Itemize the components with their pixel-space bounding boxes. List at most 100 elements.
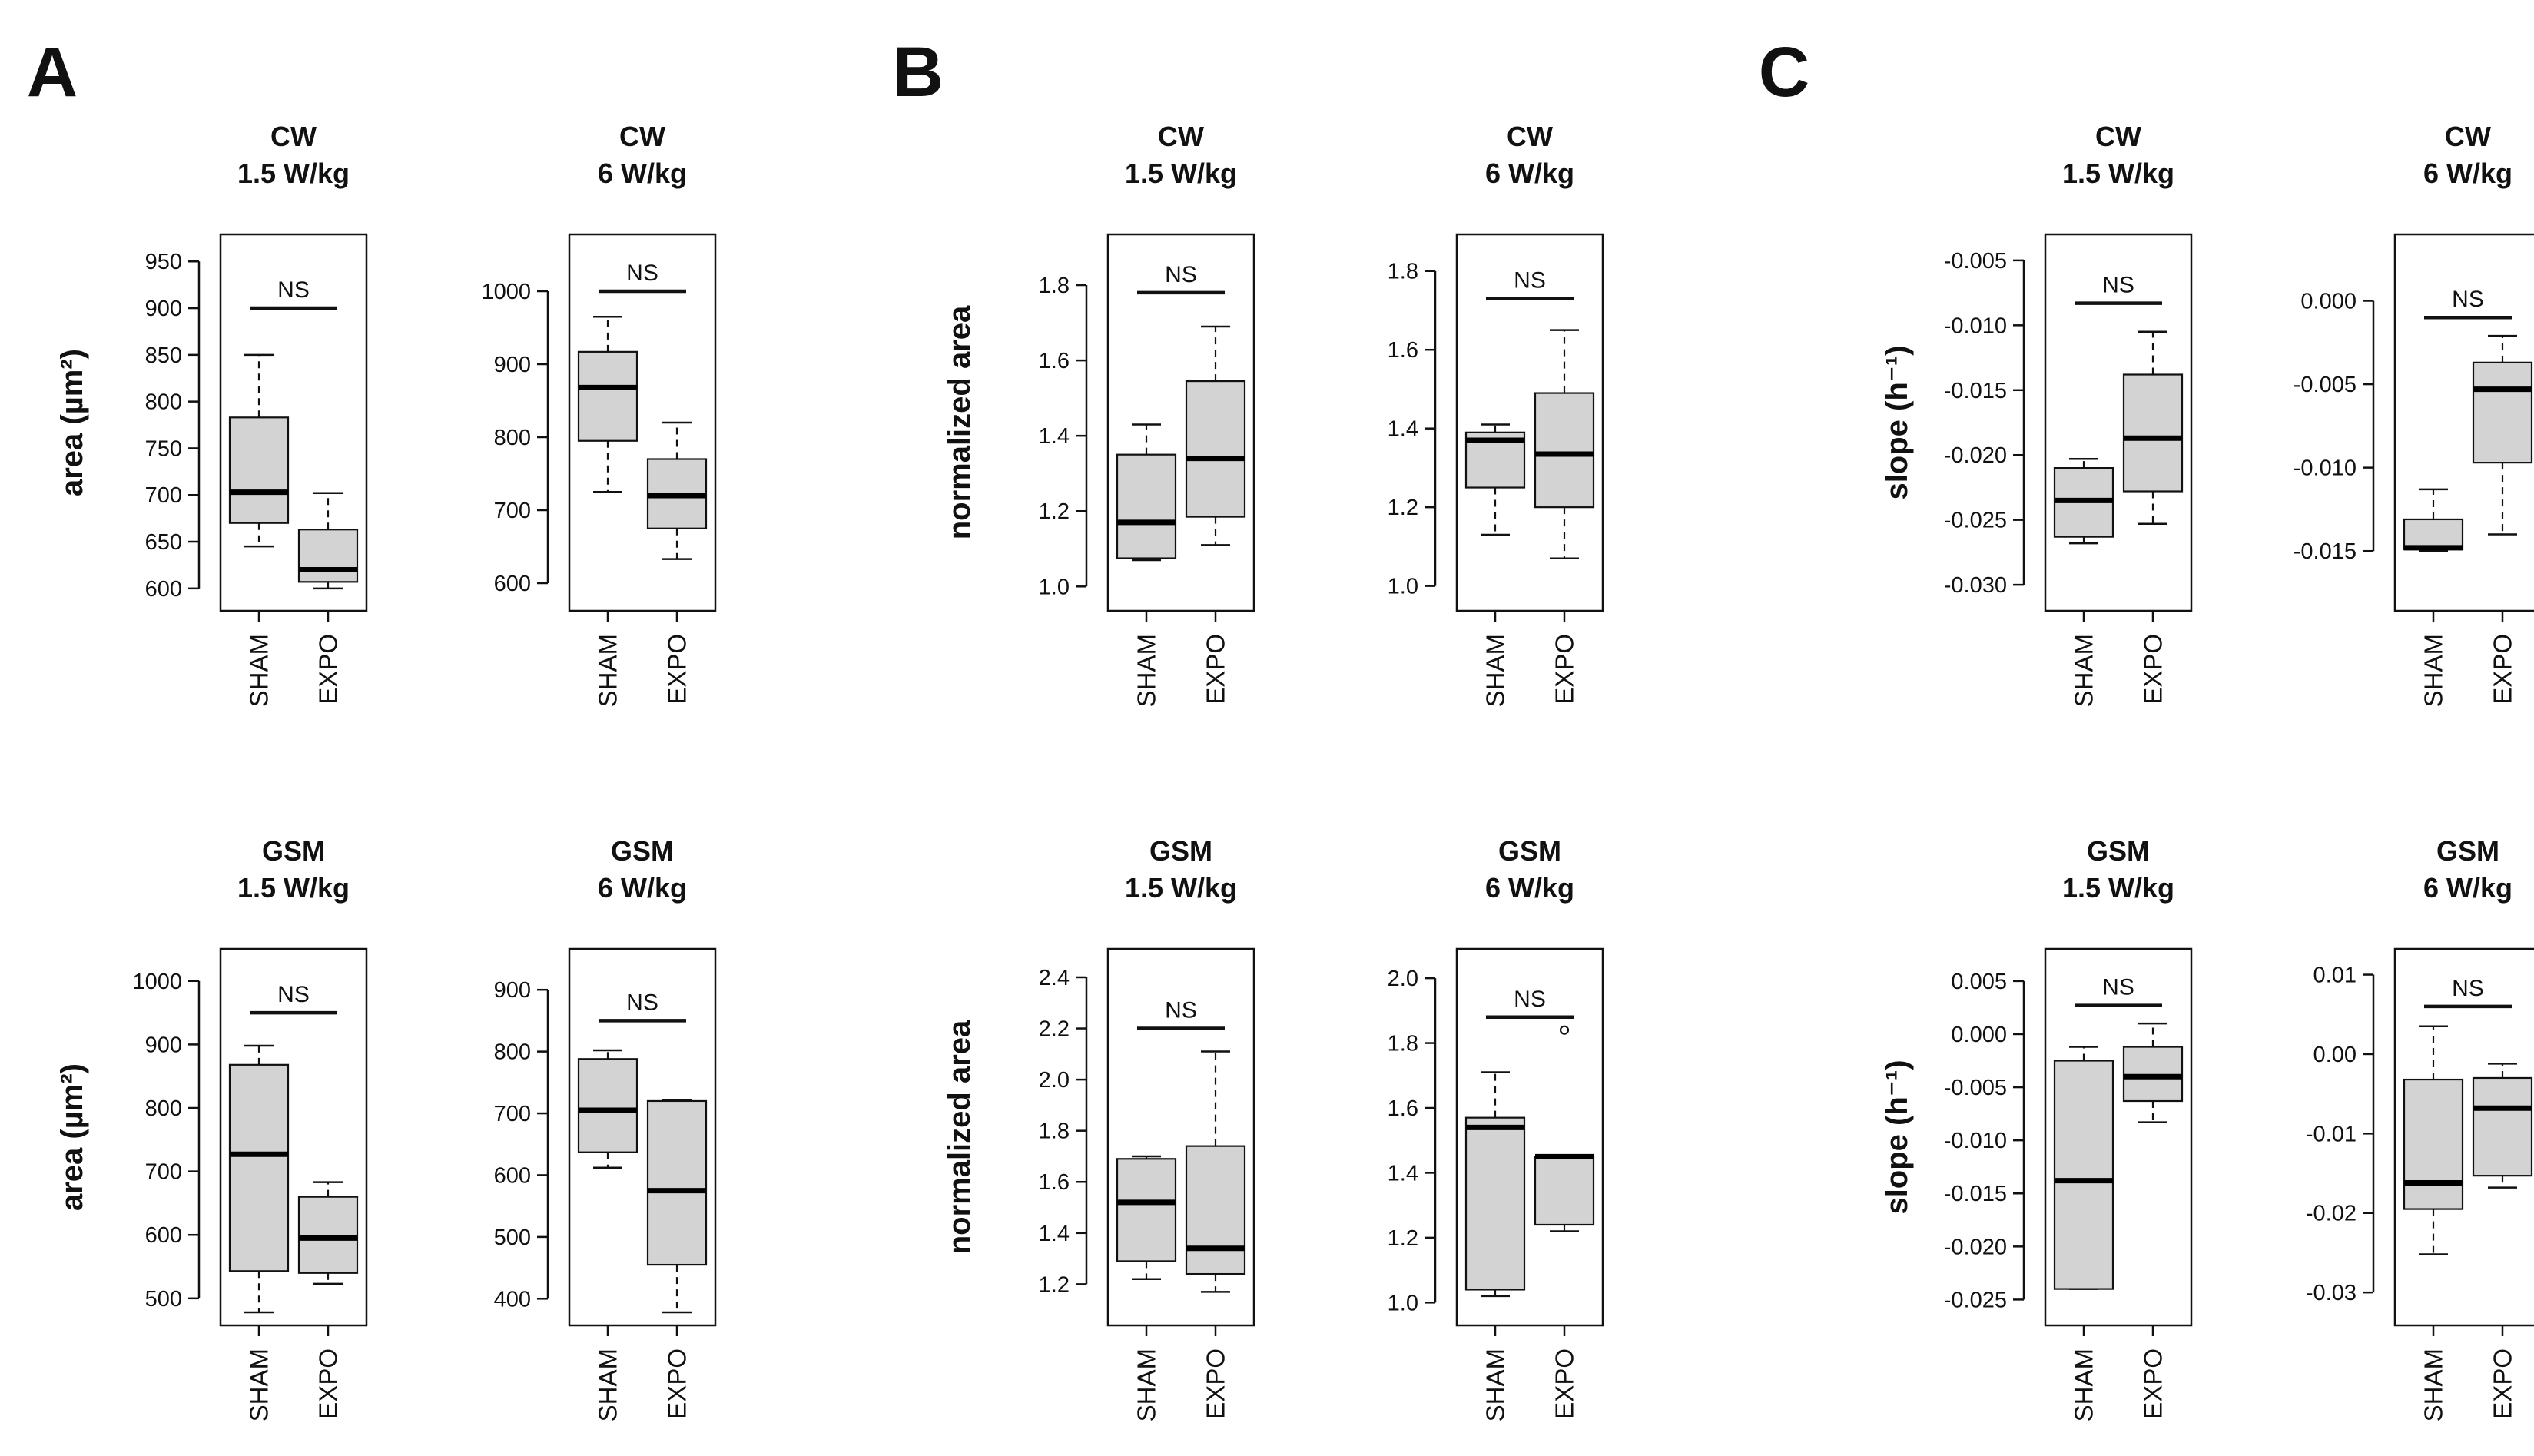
box-expo bbox=[1534, 1156, 1595, 1226]
y-tick-label: 2.0 bbox=[1388, 967, 1418, 991]
x-tick-label: EXPO bbox=[1202, 1348, 1230, 1419]
boxplot-panel: GSM 6 W/kg -0.03 -0.02 -0.01 0.00 0.01 SHAM EXPO… bbox=[2306, 835, 2534, 1421]
x-tick-label: EXPO bbox=[2139, 634, 2167, 705]
chart-title-line1: CW bbox=[1507, 121, 1553, 152]
x-tick-label: SHAM bbox=[245, 634, 274, 707]
chart-title-line2: 1.5 W/kg bbox=[1125, 872, 1237, 904]
plot-frame bbox=[219, 233, 368, 612]
y-tick-label: 1.6 bbox=[1388, 338, 1418, 363]
y-axis-label: slope (h⁻¹) bbox=[1880, 1060, 1914, 1214]
y-tick-label: 1.6 bbox=[1039, 349, 1070, 373]
y-tick-label: 0.00 bbox=[2313, 1043, 2357, 1067]
box-sham bbox=[577, 1058, 638, 1153]
significance-label: NS bbox=[2452, 976, 2484, 1001]
y-tick-label: 500 bbox=[145, 1287, 182, 1312]
y-tick-label: 2.0 bbox=[1039, 1068, 1070, 1093]
y-tick-label: 1.0 bbox=[1388, 575, 1418, 599]
y-tick-label: 700 bbox=[494, 499, 531, 523]
y-tick-label: 1.4 bbox=[1039, 1222, 1070, 1246]
x-tick-label: SHAM bbox=[2070, 1348, 2098, 1421]
y-tick-label: 0.000 bbox=[1951, 1023, 2007, 1047]
chart-title-line2: 6 W/kg bbox=[1485, 158, 1574, 189]
x-tick-label: SHAM bbox=[1133, 1348, 1161, 1421]
box-sham bbox=[1464, 1116, 1526, 1291]
boxplot-panel: GSM 6 W/kg 400 500 600 700 800 900 SHAM EXPO NS bbox=[494, 835, 717, 1421]
boxplot-panel: CW 6 W/kg 600 700 800 900 1000 SHAM EXPO NS bbox=[481, 121, 717, 707]
plot-frame bbox=[1455, 947, 1604, 1327]
y-tick-label: 800 bbox=[145, 1096, 182, 1121]
y-tick-label: 500 bbox=[494, 1225, 531, 1250]
plot-frame bbox=[568, 233, 717, 612]
y-axis-label: area (µm²) bbox=[55, 349, 89, 496]
x-tick-label: EXPO bbox=[663, 1348, 692, 1419]
chart-title-line1: CW bbox=[1158, 121, 1204, 152]
y-tick-label: -0.005 bbox=[2294, 373, 2357, 397]
y-tick-label: -0.025 bbox=[1944, 1288, 2007, 1312]
y-tick-label: 800 bbox=[494, 426, 531, 450]
plot-frame bbox=[568, 947, 717, 1327]
chart-title-line2: 6 W/kg bbox=[1485, 872, 1574, 904]
chart-title-line2: 6 W/kg bbox=[598, 872, 687, 904]
y-tick-label: 2.4 bbox=[1039, 966, 1070, 990]
box-sham bbox=[2403, 1078, 2464, 1210]
y-tick-label: 850 bbox=[145, 343, 182, 368]
box-sham bbox=[577, 350, 638, 442]
boxplot-panel: GSM 1.5 W/kg 500 600 700 800 900 1000 area (µm²)… bbox=[55, 835, 368, 1421]
chart-title-line2: 6 W/kg bbox=[2423, 872, 2512, 904]
y-tick-label: -0.020 bbox=[1944, 443, 2007, 468]
y-tick-label: 1.2 bbox=[1388, 1226, 1418, 1251]
plot-frame bbox=[219, 947, 368, 1327]
y-tick-label: -0.030 bbox=[1944, 573, 2007, 598]
x-tick-label: SHAM bbox=[1133, 634, 1161, 707]
chart-title-line1: CW bbox=[270, 121, 317, 152]
y-tick-label: 750 bbox=[145, 436, 182, 461]
x-tick-label: EXPO bbox=[1202, 634, 1230, 705]
plot-frame bbox=[2393, 233, 2534, 612]
y-tick-label: 600 bbox=[494, 1163, 531, 1188]
y-tick-label: -0.020 bbox=[1944, 1235, 2007, 1259]
y-tick-label: 900 bbox=[145, 297, 182, 321]
y-tick-label: 900 bbox=[494, 353, 531, 377]
boxplot-panel: CW 1.5 W/kg 600 650 700 750 800 850 900 950 area (… bbox=[55, 121, 368, 707]
chart-title-line2: 6 W/kg bbox=[598, 158, 687, 189]
x-tick-label: SHAM bbox=[594, 1348, 622, 1421]
x-tick-label: EXPO bbox=[314, 1348, 343, 1419]
box-expo bbox=[1534, 392, 1595, 509]
chart-title-line2: 1.5 W/kg bbox=[1125, 158, 1237, 189]
y-tick-label: -0.010 bbox=[2294, 456, 2357, 481]
x-tick-label: SHAM bbox=[1481, 634, 1510, 707]
chart-title-line1: CW bbox=[619, 121, 665, 152]
y-axis-label: area (µm²) bbox=[55, 1063, 89, 1211]
y-axis-label: normalized area bbox=[943, 1020, 977, 1254]
significance-label: NS bbox=[2102, 273, 2134, 298]
chart-title-line2: 6 W/kg bbox=[2423, 158, 2512, 189]
significance-label: NS bbox=[1514, 987, 1546, 1012]
chart-title-line1: GSM bbox=[2087, 835, 2150, 867]
y-tick-label: 1000 bbox=[132, 970, 182, 994]
significance-label: NS bbox=[1165, 998, 1197, 1023]
significance-label: NS bbox=[1514, 268, 1546, 294]
y-tick-label: 600 bbox=[145, 1223, 182, 1248]
panel-label-c: C bbox=[1759, 33, 1809, 111]
boxplot-panel: GSM 1.5 W/kg -0.025 -0.020 -0.015 -0.010 -0.00… bbox=[1880, 835, 2193, 1421]
box-expo bbox=[2122, 373, 2184, 493]
plot-frame bbox=[2044, 947, 2193, 1327]
x-tick-label: SHAM bbox=[245, 1348, 274, 1421]
panel-label-b: B bbox=[893, 33, 944, 111]
y-tick-label: 1.8 bbox=[1388, 260, 1418, 284]
y-tick-label: -0.015 bbox=[1944, 1182, 2007, 1206]
x-tick-label: EXPO bbox=[2139, 1348, 2167, 1419]
boxplot-panel: CW 6 W/kg -0.015 -0.010 -0.005 0.000 SHAM EXPO N… bbox=[2294, 121, 2534, 707]
plot-frame bbox=[1106, 947, 1255, 1327]
y-tick-label: 1.2 bbox=[1039, 1272, 1070, 1297]
significance-label: NS bbox=[277, 277, 310, 303]
chart-title-line1: GSM bbox=[1498, 835, 1561, 867]
y-tick-label: 800 bbox=[145, 390, 182, 415]
outlier-point bbox=[1559, 1025, 1570, 1035]
y-tick-label: -0.015 bbox=[2294, 539, 2357, 564]
boxplot-panel: CW 6 W/kg 1.0 1.2 1.4 1.6 1.8 SHAM EXPO NS bbox=[1388, 121, 1604, 707]
y-tick-label: 0.005 bbox=[1951, 970, 2007, 994]
y-tick-label: -0.005 bbox=[1944, 249, 2007, 274]
x-tick-label: SHAM bbox=[2420, 634, 2448, 707]
